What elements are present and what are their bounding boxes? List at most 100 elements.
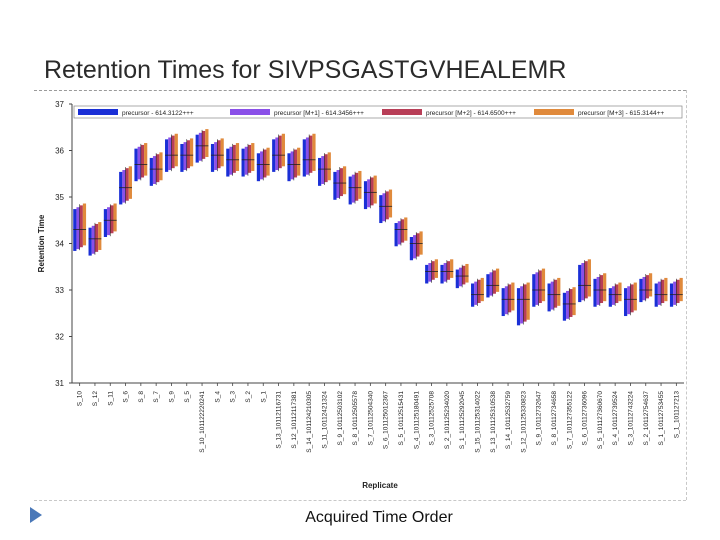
x-tick-label: S_2_101125234020 <box>444 391 451 449</box>
box-stripe <box>664 277 668 302</box>
box-stripe <box>532 274 536 307</box>
box-stripe <box>134 148 138 182</box>
replicate-box <box>272 133 285 172</box>
replicate-box <box>379 189 393 224</box>
y-tick-label: 34 <box>55 240 64 249</box>
replicate-box <box>302 133 316 177</box>
x-tick-label: S_14_10112532759 <box>505 391 512 449</box>
box-stripe <box>557 277 561 306</box>
box-stripe <box>348 176 352 205</box>
box-stripe <box>98 222 102 251</box>
replicate-box <box>333 166 347 200</box>
box-stripe <box>210 143 215 172</box>
x-tick-label: S_12 <box>92 391 99 407</box>
x-tick-label: S_10 <box>77 391 84 407</box>
box-stripe <box>400 219 405 243</box>
legend-swatch <box>230 109 270 115</box>
replicate-box <box>425 259 438 284</box>
replicate-box <box>394 217 408 247</box>
slide-caption: Acquired Time Order <box>305 509 453 526</box>
replicate-box <box>119 166 132 205</box>
x-tick-label: S_5_101127360670 <box>597 391 604 449</box>
box-stripe <box>508 284 512 313</box>
box-series <box>73 129 683 326</box>
x-tick-label: S_6 <box>123 391 130 403</box>
box-stripe <box>587 259 591 297</box>
x-tick-label: S_5 <box>184 391 191 403</box>
box-stripe <box>351 174 356 203</box>
box-stripe <box>676 279 680 304</box>
y-tick-label: 36 <box>55 147 64 156</box>
box-stripe <box>431 261 435 280</box>
box-stripe <box>615 284 619 304</box>
box-stripe <box>679 277 683 302</box>
x-tick-label: S_9_10112503102 <box>337 391 344 446</box>
legend-entry: precursor [M+1] - 614.3456+++ <box>274 110 364 117</box>
box-stripe <box>434 259 438 278</box>
box-stripe <box>608 288 612 307</box>
box-stripe <box>336 170 340 198</box>
box-stripe <box>278 135 282 169</box>
slide-title: Retention Times for SIVPSGASTGVHEALEMR <box>44 56 567 84</box>
box-stripe <box>342 166 347 195</box>
box-stripe <box>305 137 310 175</box>
box-stripe <box>103 209 108 237</box>
replicate-box <box>562 287 576 321</box>
bullet-arrow-icon <box>30 507 42 523</box>
replicate-box <box>516 282 530 326</box>
box-stripe <box>535 272 539 305</box>
replicate-box <box>318 152 331 186</box>
box-stripe <box>474 281 478 305</box>
box-stripe <box>232 144 236 173</box>
box-stripe <box>171 135 175 169</box>
box-stripe <box>486 274 490 298</box>
box-stripe <box>572 287 576 316</box>
box-stripe <box>327 152 331 181</box>
box-stripe <box>367 179 371 208</box>
box-stripe <box>443 263 447 282</box>
box-stripe <box>333 171 337 200</box>
box-stripe <box>648 273 653 297</box>
box-stripe <box>260 151 264 180</box>
box-stripe <box>593 278 597 307</box>
box-stripe <box>394 223 398 247</box>
replicate-box <box>195 129 209 163</box>
box-stripe <box>654 283 658 307</box>
replicate-box <box>363 175 377 210</box>
box-stripe <box>501 288 505 317</box>
box-stripe <box>584 261 588 299</box>
x-tick-label: S_3_10112743224 <box>627 391 634 446</box>
box-stripe <box>125 168 129 201</box>
box-stripe <box>82 203 87 246</box>
box-stripe <box>581 263 585 301</box>
box-stripe <box>128 166 132 199</box>
x-tick-label: S_13_10112116731 <box>276 391 283 449</box>
box-stripe <box>450 259 454 278</box>
box-stripe <box>455 269 459 289</box>
box-stripe <box>471 283 475 307</box>
box-stripe <box>642 276 646 301</box>
box-stripe <box>538 270 542 304</box>
replicate-box <box>608 282 622 307</box>
box-stripe <box>599 275 604 304</box>
x-tick-label: S_2_10112754637 <box>643 391 650 446</box>
replicate-box <box>241 143 255 177</box>
box-stripe <box>526 282 530 320</box>
box-stripe <box>495 268 500 292</box>
box-stripe <box>477 279 481 304</box>
title-divider <box>34 90 686 91</box>
box-stripe <box>189 138 194 167</box>
box-stripe <box>113 203 117 232</box>
box-stripe <box>440 264 444 284</box>
box-stripe <box>198 132 203 161</box>
x-tick-label: S_10_101122220241 <box>199 391 206 453</box>
replicate-box <box>256 147 270 182</box>
x-axis-label: Replicate <box>362 481 398 490</box>
box-stripe <box>388 189 393 218</box>
replicate-box <box>73 203 87 251</box>
box-stripe <box>425 264 429 284</box>
x-tick-label: S_11_10112421324 <box>321 391 328 449</box>
box-stripe <box>324 154 328 183</box>
x-tick-label: S_1 <box>260 391 267 403</box>
box-stripe <box>618 282 622 302</box>
